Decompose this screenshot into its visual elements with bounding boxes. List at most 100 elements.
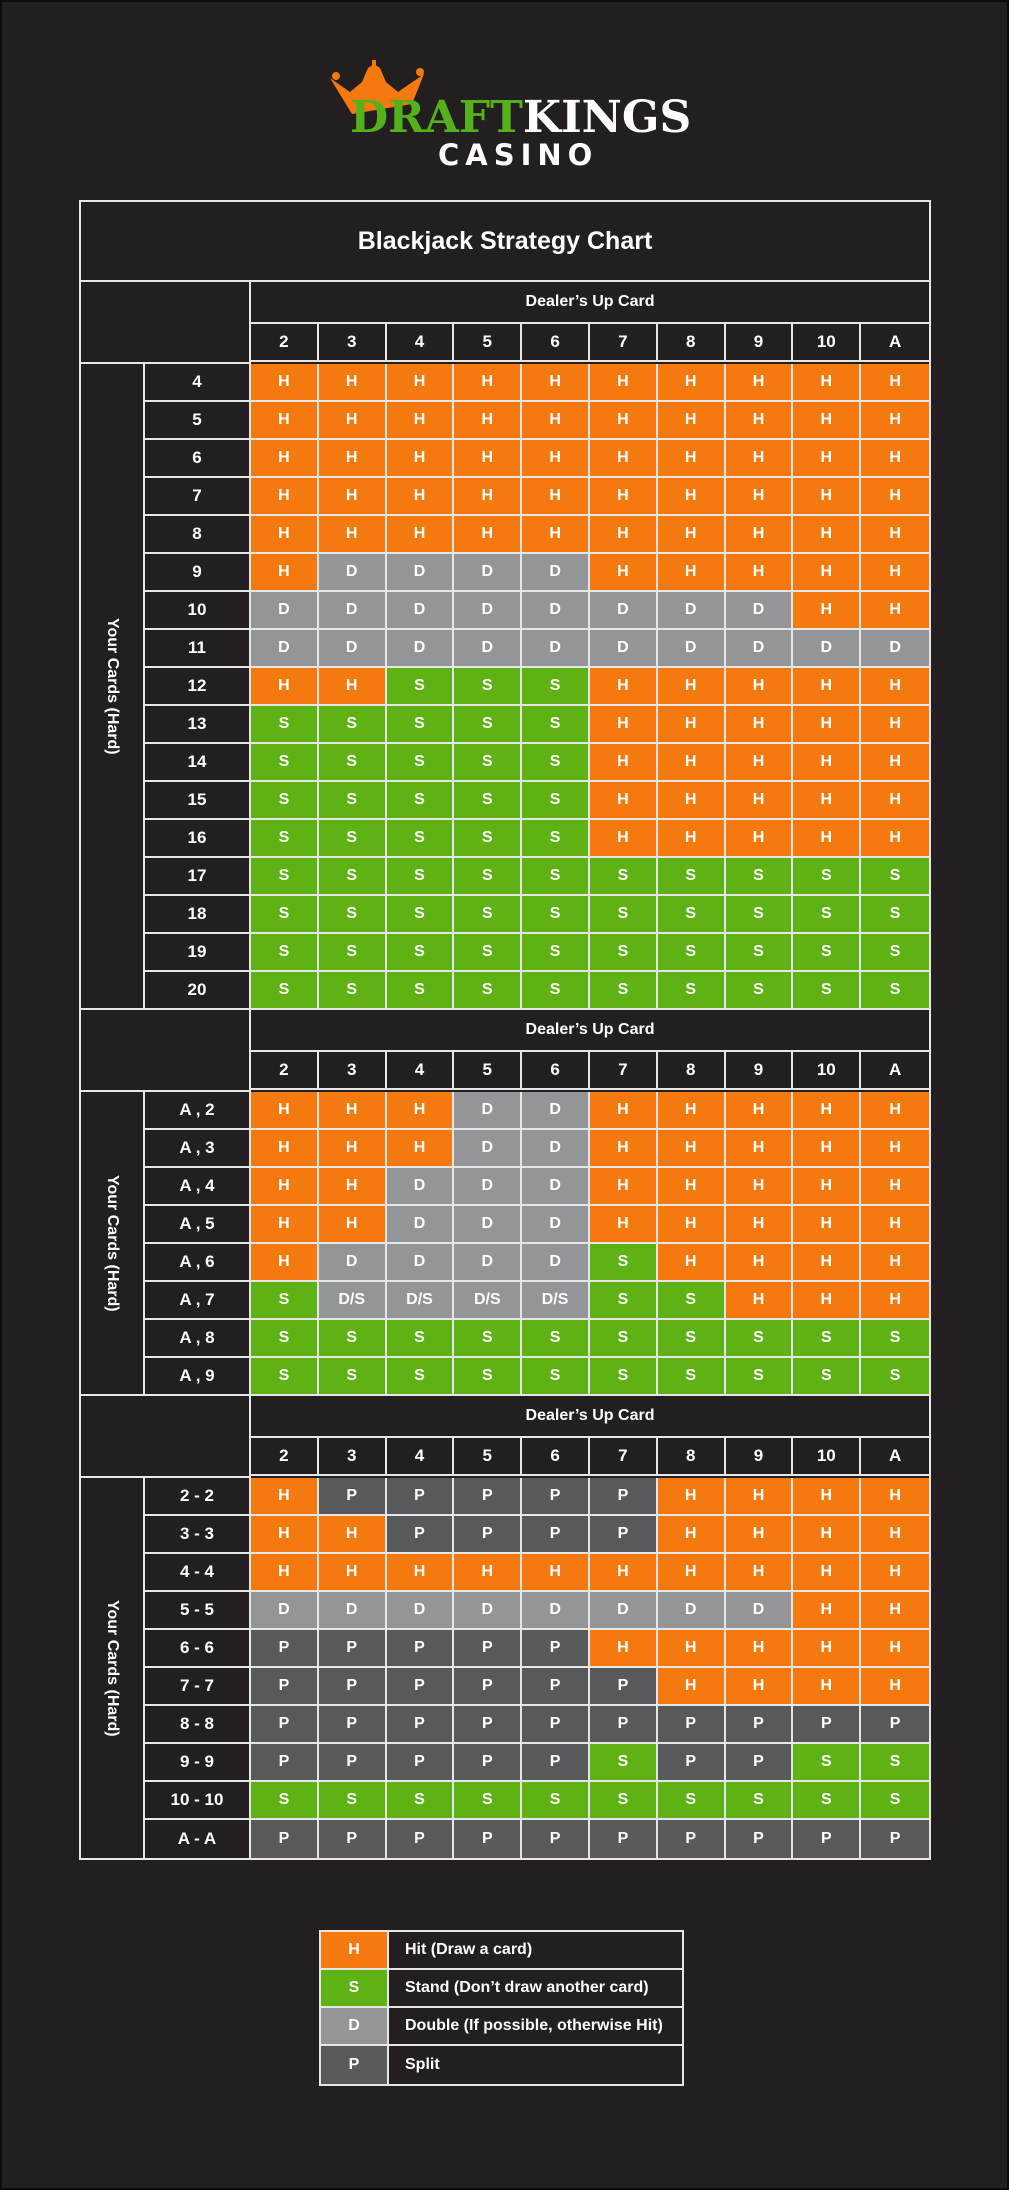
action-cell: S — [725, 1358, 794, 1396]
action-cell: S — [657, 1358, 726, 1396]
action-cell: H — [522, 440, 590, 478]
legend: H Hit (Draw a card) S Stand (Don’t draw ano… — [319, 1930, 684, 2086]
action-cell: S — [590, 1744, 658, 1782]
action-cell: H — [861, 478, 929, 516]
action-cell: S — [251, 706, 319, 744]
action-cell: H — [251, 364, 319, 402]
action-cell: S — [318, 1358, 387, 1396]
chart-sections: Dealer’s Up Card 2 3 4 5 6 7 8 9 10 A Your Cards (H… — [81, 282, 929, 1858]
action-cell: S — [454, 1320, 523, 1358]
action-cell: H — [793, 592, 862, 630]
action-cell: P — [318, 1706, 387, 1744]
action-cell: P — [725, 1706, 794, 1744]
action-cell: H — [793, 1092, 862, 1130]
action-cell: S — [454, 782, 523, 820]
action-cell: S — [251, 1282, 319, 1320]
action-cell: H — [590, 554, 658, 592]
action-cell: S — [454, 1358, 523, 1396]
action-cell: H — [590, 440, 658, 478]
action-cell: D — [522, 554, 590, 592]
action-cell: P — [318, 1630, 387, 1668]
action-cell: S — [725, 1782, 794, 1820]
action-cell: H — [861, 1168, 929, 1206]
action-cell: P — [318, 1478, 387, 1516]
action-cell: H — [861, 1592, 929, 1630]
dealer-card-column-header: 6 — [522, 1052, 590, 1090]
dealer-up-card-header: Dealer’s Up Card — [251, 1010, 929, 1052]
dealer-card-column-header: 8 — [657, 1052, 726, 1090]
action-cell: S — [318, 744, 387, 782]
strategy-chart: Blackjack Strategy Chart Dealer’s Up Car… — [79, 200, 931, 1860]
action-cell: S — [590, 1782, 658, 1820]
action-cell: H — [251, 478, 319, 516]
player-hand-label: 7 - 7 — [145, 1668, 251, 1706]
action-cell: H — [318, 1516, 387, 1554]
action-cell: H — [318, 402, 387, 440]
action-cell: H — [793, 1244, 862, 1282]
player-hand-label: A , 4 — [145, 1168, 251, 1206]
action-cell: H — [657, 1130, 726, 1168]
action-cell: H — [386, 364, 455, 402]
action-cell: H — [657, 1478, 726, 1516]
action-cell: S — [522, 820, 590, 858]
action-cell: S — [522, 1358, 590, 1396]
action-cell: H — [861, 1516, 929, 1554]
action-cell: H — [251, 554, 319, 592]
action-cell: H — [657, 820, 726, 858]
action-cell: D — [522, 592, 590, 630]
action-cell: H — [861, 364, 929, 402]
action-cell: P — [318, 1744, 387, 1782]
action-cell: S — [454, 896, 523, 934]
action-cell: H — [590, 782, 658, 820]
action-cell: D — [657, 1592, 726, 1630]
action-cell: S — [251, 972, 319, 1010]
action-cell: S — [251, 896, 319, 934]
action-cell: H — [657, 1244, 726, 1282]
action-cell: H — [386, 1130, 455, 1168]
action-cell: S — [861, 972, 929, 1010]
action-cell: H — [657, 782, 726, 820]
action-cell: P — [861, 1706, 929, 1744]
action-cell: H — [861, 668, 929, 706]
action-cell: P — [386, 1668, 455, 1706]
action-cell: P — [522, 1706, 590, 1744]
action-cell: P — [318, 1820, 387, 1858]
dealer-card-column-header: A — [861, 1052, 929, 1090]
action-cell: P — [454, 1706, 523, 1744]
action-cell: H — [861, 1668, 929, 1706]
action-cell: D — [522, 1592, 590, 1630]
action-cell: S — [522, 1782, 590, 1820]
action-cell: S — [454, 668, 523, 706]
action-cell: H — [318, 364, 387, 402]
dealer-card-column-header: 10 — [793, 324, 862, 362]
action-cell: H — [454, 440, 523, 478]
action-cell: S — [793, 934, 862, 972]
action-cell: D — [590, 592, 658, 630]
player-hand-label: 11 — [145, 630, 251, 668]
action-cell: H — [725, 706, 794, 744]
action-cell: S — [386, 1320, 455, 1358]
action-cell: H — [725, 1206, 794, 1244]
action-cell: H — [522, 364, 590, 402]
action-cell: S — [318, 858, 387, 896]
action-cell: H — [793, 440, 862, 478]
legend-row-d: D Double (If possible, otherwise Hit) — [321, 2008, 682, 2046]
action-cell: D — [725, 592, 794, 630]
action-cell: S — [793, 1358, 862, 1396]
action-cell: P — [590, 1478, 658, 1516]
action-cell: S — [251, 782, 319, 820]
action-cell: H — [251, 1516, 319, 1554]
action-cell: S — [318, 972, 387, 1010]
action-cell: S — [657, 1782, 726, 1820]
action-cell: H — [793, 1668, 862, 1706]
action-cell: H — [725, 1092, 794, 1130]
action-cell: P — [522, 1478, 590, 1516]
action-cell: S — [590, 1244, 658, 1282]
action-cell: H — [318, 516, 387, 554]
action-cell: S — [522, 934, 590, 972]
dealer-up-card-header: Dealer’s Up Card — [251, 282, 929, 324]
action-cell: H — [657, 706, 726, 744]
action-cell: P — [454, 1820, 523, 1858]
action-cell: H — [386, 402, 455, 440]
action-cell: S — [251, 858, 319, 896]
